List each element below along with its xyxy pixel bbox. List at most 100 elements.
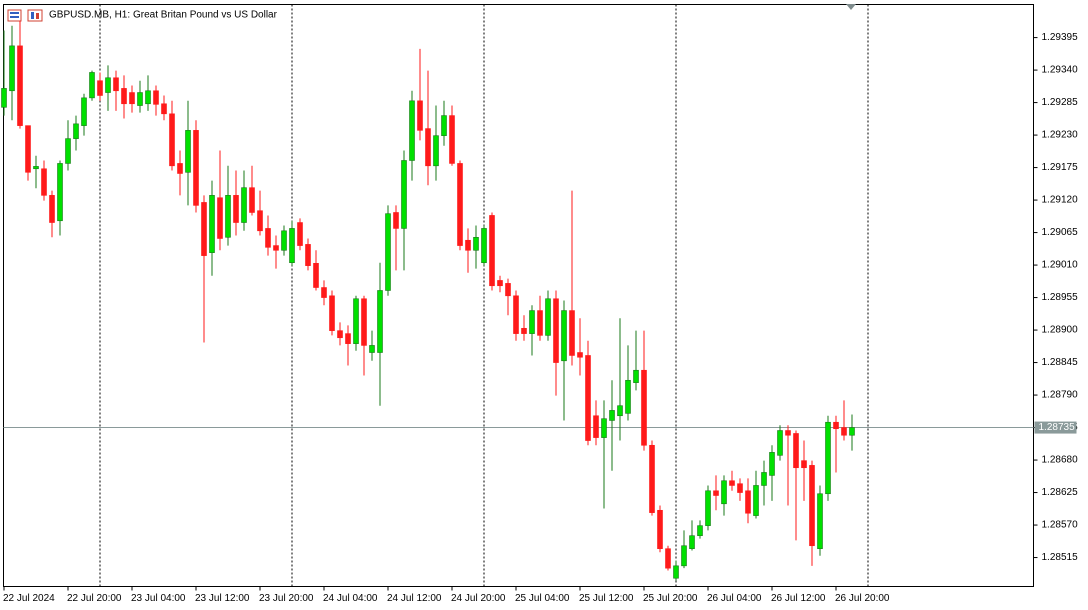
- y-tick-label: 1.28845: [1042, 357, 1079, 368]
- candle-body: [713, 490, 719, 496]
- symbol-icons: [7, 9, 43, 22]
- candle-body: [281, 230, 287, 251]
- y-tick-label: 1.29175: [1042, 162, 1079, 173]
- candle-body: [393, 212, 399, 229]
- candle-body: [361, 298, 367, 346]
- candle-body: [161, 103, 167, 115]
- candle-body: [17, 45, 23, 126]
- candle-body: [521, 327, 527, 334]
- candle-body: [465, 239, 471, 251]
- candle-body: [817, 493, 823, 549]
- candle-body: [633, 369, 639, 383]
- candle-body: [657, 509, 663, 549]
- x-tick-label: 24 Jul 20:00: [451, 593, 506, 604]
- candle-body: [185, 130, 191, 173]
- candle-body: [489, 215, 495, 287]
- candle-body: [145, 90, 151, 105]
- candle-body: [337, 330, 343, 339]
- candle-body: [769, 452, 775, 476]
- candle-body: [441, 115, 447, 136]
- candle-body: [297, 222, 303, 246]
- candle-body: [369, 345, 375, 353]
- candle-body: [505, 283, 511, 297]
- icon: [10, 16, 19, 18]
- candle-body: [497, 280, 503, 287]
- candle-body: [753, 485, 759, 516]
- candle-body: [321, 287, 327, 298]
- candle-body: [241, 187, 247, 223]
- last-price-box: [1034, 421, 1077, 434]
- x-tick-label: 25 Jul 12:00: [579, 593, 634, 604]
- candle-body: [345, 333, 351, 344]
- candle-body: [841, 427, 847, 436]
- candle-body: [777, 430, 783, 456]
- x-tick-label: 26 Jul 04:00: [707, 593, 762, 604]
- candle-body: [721, 480, 727, 505]
- candle-body: [305, 244, 311, 266]
- candle-body: [449, 115, 455, 164]
- y-tick-label: 1.28515: [1042, 552, 1079, 563]
- icon: [7, 9, 22, 22]
- candle-body: [553, 298, 559, 363]
- y-tick-label: 1.28955: [1042, 292, 1079, 303]
- candle-body: [601, 418, 607, 438]
- candle-body: [257, 210, 263, 232]
- candle-body: [89, 72, 95, 99]
- candle-body: [681, 545, 687, 567]
- x-tick-label: 26 Jul 12:00: [771, 593, 826, 604]
- candle-body: [793, 433, 799, 469]
- y-tick-label: 1.29010: [1042, 260, 1079, 271]
- candle-body: [513, 295, 519, 334]
- y-tick-label: 1.29120: [1042, 195, 1079, 206]
- y-tick-label: 1.28900: [1042, 325, 1079, 336]
- candle-body: [1, 88, 7, 108]
- candle-body: [153, 90, 159, 105]
- candle-body: [473, 237, 479, 251]
- candle-body: [737, 483, 743, 493]
- candle-body: [313, 262, 319, 288]
- y-tick-label: 1.28790: [1042, 390, 1079, 401]
- icon: [36, 13, 39, 19]
- x-tick-label: 26 Jul 20:00: [835, 593, 890, 604]
- y-tick-label: 1.29340: [1042, 65, 1079, 76]
- candle-body: [193, 130, 199, 206]
- x-tick-label: 24 Jul 12:00: [387, 593, 442, 604]
- candle-body: [537, 310, 543, 336]
- icon: [27, 9, 43, 22]
- candle-body: [385, 213, 391, 291]
- candle-body: [225, 195, 231, 238]
- candle-body: [201, 202, 207, 256]
- candle-body: [673, 565, 679, 579]
- candle-body: [273, 245, 279, 251]
- candle-body: [761, 472, 767, 486]
- candle-body: [249, 187, 255, 213]
- last-price-label: 1.28735: [1039, 422, 1076, 433]
- y-tick-label: 1.28625: [1042, 487, 1079, 498]
- candle-body: [137, 92, 143, 106]
- y-tick-label: 1.29230: [1042, 130, 1079, 141]
- candle-body: [665, 548, 671, 569]
- candle-body: [593, 415, 599, 438]
- candle-body: [217, 197, 223, 239]
- x-tick-label: 22 Jul 20:00: [67, 593, 122, 604]
- candle-body: [73, 123, 79, 139]
- chart-subtitle: Great Britan Pound vs US Dollar: [133, 10, 278, 21]
- candle-body: [745, 490, 751, 514]
- candle-body: [81, 97, 87, 126]
- candle-body: [329, 295, 335, 331]
- icon: [10, 12, 19, 14]
- candle-body: [417, 100, 423, 131]
- candle-body: [545, 298, 551, 336]
- shift-marker: [846, 4, 856, 10]
- candle-body: [121, 88, 127, 105]
- y-tick-label: 1.29285: [1042, 97, 1079, 108]
- candle-body: [41, 168, 47, 196]
- candle-body: [625, 379, 631, 414]
- candle-body: [569, 310, 575, 356]
- candle-body: [9, 45, 15, 92]
- candle-body: [49, 195, 55, 223]
- candle-body: [265, 228, 271, 248]
- candle-body: [849, 427, 855, 436]
- candle-body: [689, 535, 695, 549]
